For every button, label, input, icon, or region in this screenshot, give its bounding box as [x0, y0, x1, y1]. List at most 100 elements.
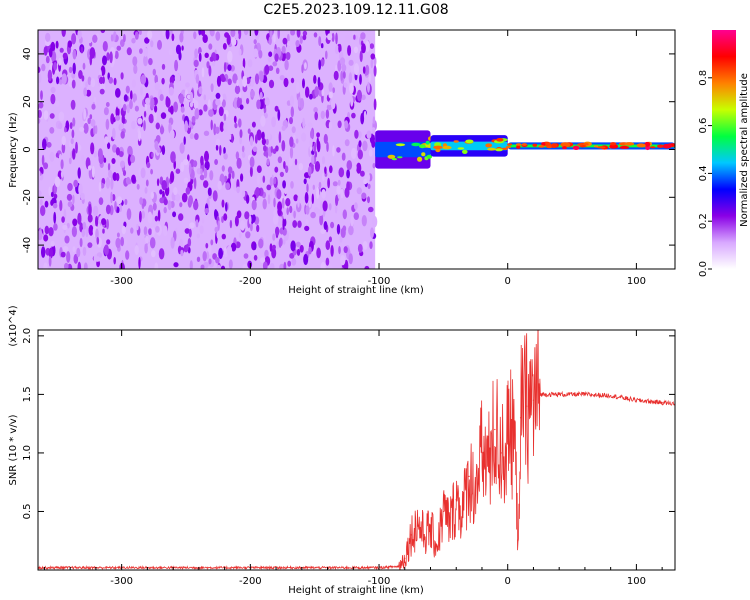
noise-speck	[111, 247, 117, 253]
noise-speck	[305, 205, 310, 215]
noise-speck	[221, 99, 226, 108]
noise-speck	[325, 109, 330, 119]
noise-speck	[156, 147, 161, 153]
snr-x-tick-label: -100	[368, 576, 391, 587]
snr-point	[635, 399, 637, 401]
noise-speck	[194, 108, 200, 120]
noise-speck	[200, 30, 206, 36]
noise-speck	[236, 157, 242, 169]
noise-speck	[299, 98, 305, 110]
noise-speck	[85, 225, 89, 238]
noise-speck	[95, 215, 99, 228]
noise-speck	[107, 142, 111, 150]
noise-speck	[123, 34, 126, 43]
noise-speck	[78, 183, 83, 196]
noise-speck	[326, 141, 329, 152]
noise-speck	[363, 110, 367, 120]
noise-speck	[279, 171, 284, 178]
spec-y-tick-label: 0	[22, 146, 33, 152]
snr-x-label: Height of straight line (km)	[288, 585, 424, 596]
spec-y-tick-label: 40	[22, 48, 33, 61]
noise-speck	[193, 177, 197, 190]
noise-speck	[291, 126, 296, 134]
snr-panel: -300 -200 -100 0 100 0.5 1.0 1.5 2.0 Height of …	[8, 305, 676, 596]
spectrogram-x-label: Height of straight line (km)	[288, 285, 424, 296]
noise-speck	[223, 62, 227, 73]
noise-speck	[138, 167, 141, 176]
noise-speck	[368, 206, 374, 213]
noise-speck	[77, 30, 82, 40]
noise-speck	[119, 122, 125, 130]
noise-speck	[178, 93, 184, 105]
signal-blob	[425, 140, 430, 145]
noise-speck	[161, 77, 165, 85]
noise-speck	[215, 31, 221, 41]
noise-speck	[234, 85, 241, 95]
noise-speck	[170, 105, 174, 115]
noise-speck	[215, 257, 220, 264]
noise-speck	[38, 73, 42, 84]
noise-speck	[301, 132, 307, 142]
noise-speck	[188, 195, 194, 206]
noise-speck	[236, 186, 240, 194]
noise-speck	[79, 126, 85, 132]
noise-speck	[303, 253, 309, 266]
noise-speck	[328, 91, 333, 99]
noise-speck	[323, 133, 328, 144]
noise-speck	[50, 93, 56, 105]
noise-speck	[82, 221, 87, 230]
noise-speck	[120, 236, 124, 247]
noise-speck	[185, 82, 190, 88]
noise-speck	[43, 234, 49, 242]
noise-speck	[53, 193, 58, 199]
noise-speck	[269, 176, 273, 187]
noise-speck	[269, 263, 275, 269]
noise-speck	[295, 241, 301, 248]
noise-speck	[179, 32, 184, 43]
noise-speck	[218, 106, 224, 117]
noise-speck	[61, 30, 66, 37]
noise-speck	[91, 103, 96, 110]
noise-speck	[373, 56, 377, 67]
noise-speck	[316, 247, 321, 259]
noise-speck	[195, 219, 199, 228]
signal-blob	[577, 143, 584, 146]
noise-speck	[236, 98, 241, 109]
noise-speck	[253, 254, 258, 261]
noise-speck	[281, 140, 286, 152]
noise-speck	[67, 40, 73, 48]
noise-speck	[98, 181, 102, 192]
noise-speck	[282, 239, 286, 245]
noise-speck	[372, 216, 378, 228]
noise-speck	[150, 191, 154, 199]
noise-speck	[252, 146, 258, 152]
spectrogram-region-0	[38, 30, 378, 269]
snr-point	[513, 428, 515, 431]
noise-speck	[191, 115, 196, 123]
noise-speck	[132, 56, 138, 66]
noise-speck	[49, 113, 55, 119]
signal-blob	[538, 145, 545, 148]
noise-speck	[154, 215, 159, 222]
noise-speck	[353, 34, 356, 40]
noise-speck	[350, 147, 357, 160]
snr-y-label: SNR (10 * v/v)	[8, 414, 19, 485]
noise-speck	[112, 172, 118, 181]
noise-speck	[204, 52, 209, 58]
noise-speck	[320, 228, 326, 235]
noise-speck	[333, 70, 339, 81]
noise-speck	[154, 105, 158, 113]
noise-speck	[207, 187, 212, 196]
noise-speck	[368, 149, 373, 157]
noise-speck	[209, 170, 214, 181]
noise-speck	[308, 122, 313, 128]
noise-speck	[200, 168, 203, 176]
noise-speck	[130, 90, 133, 100]
noise-speck	[54, 176, 61, 188]
colorbar-axis: 0.0 0.2 0.4 0.6 0.8	[698, 70, 712, 277]
noise-speck	[305, 219, 309, 225]
noise-speck	[342, 209, 347, 220]
noise-speck	[144, 37, 150, 44]
noise-speck	[193, 200, 199, 211]
noise-speck	[43, 46, 48, 56]
